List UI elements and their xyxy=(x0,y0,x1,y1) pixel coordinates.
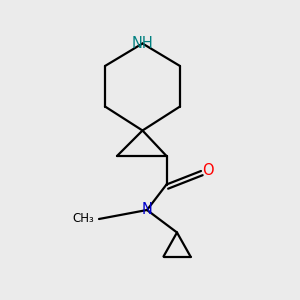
Text: NH: NH xyxy=(132,36,153,51)
Text: N: N xyxy=(142,202,152,217)
Text: O: O xyxy=(202,164,213,178)
Text: CH₃: CH₃ xyxy=(73,212,94,226)
